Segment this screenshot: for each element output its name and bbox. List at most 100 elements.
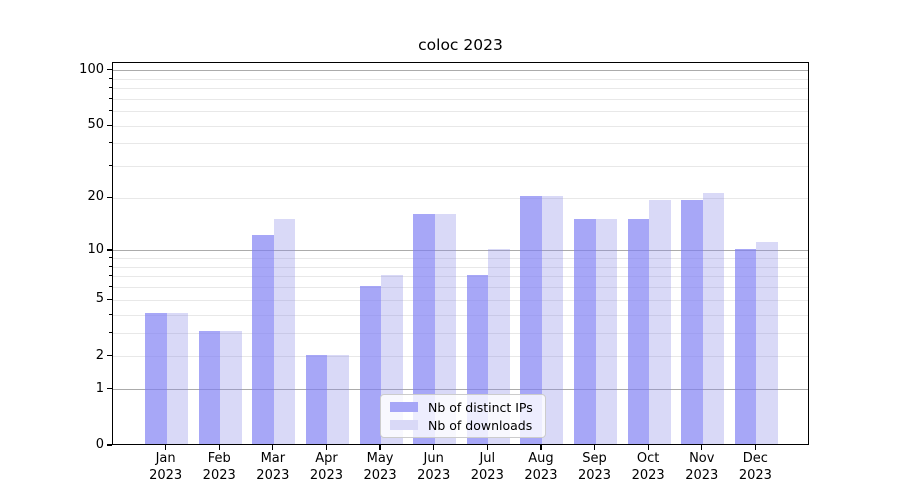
bar-distinct-ips bbox=[198, 331, 221, 444]
y-minor-tick-mark bbox=[109, 331, 112, 333]
gridline-minor bbox=[113, 88, 808, 90]
bar-downloads bbox=[166, 313, 189, 444]
y-tick-label: 10 bbox=[87, 241, 104, 257]
y-tick-mark bbox=[106, 249, 112, 251]
x-tick-label: Apr 2023 bbox=[309, 451, 343, 483]
y-tick-mark bbox=[106, 196, 112, 198]
bar-downloads bbox=[273, 218, 296, 444]
y-tick-label: 50 bbox=[87, 117, 104, 133]
bar-downloads bbox=[220, 331, 242, 444]
x-tick-label: Aug 2023 bbox=[524, 451, 558, 483]
legend-label-downloads: Nb of downloads bbox=[428, 417, 533, 433]
gridline-minor bbox=[113, 287, 808, 289]
gridline-minor bbox=[113, 266, 808, 268]
y-tick-mark bbox=[106, 124, 112, 126]
gridline-minor bbox=[113, 299, 808, 301]
x-tick-label: Oct 2023 bbox=[631, 451, 665, 483]
y-tick-mark bbox=[106, 69, 112, 71]
legend-swatch-downloads bbox=[390, 420, 418, 430]
bar-distinct-ips bbox=[145, 313, 167, 444]
gridline-major bbox=[113, 250, 808, 252]
gridline-minor bbox=[113, 98, 808, 100]
y-minor-tick-mark bbox=[109, 265, 112, 267]
bar-distinct-ips bbox=[574, 218, 596, 444]
y-tick-label: 5 bbox=[95, 291, 104, 307]
gridline-minor bbox=[113, 111, 808, 113]
y-tick-mark bbox=[106, 388, 112, 390]
gridline-minor bbox=[113, 332, 808, 334]
y-tick-label: 20 bbox=[87, 189, 104, 205]
x-tick-label: May 2023 bbox=[363, 451, 397, 483]
y-minor-tick-mark bbox=[109, 110, 112, 112]
x-tick-label: Mar 2023 bbox=[256, 451, 290, 483]
x-tick-mark bbox=[486, 445, 488, 450]
x-tick-mark bbox=[754, 445, 756, 450]
y-minor-tick-mark bbox=[109, 313, 112, 315]
x-tick-mark bbox=[701, 445, 703, 450]
y-tick-mark bbox=[106, 444, 112, 446]
gridline-minor bbox=[113, 125, 808, 127]
gridline-minor bbox=[113, 258, 808, 260]
chart-title: coloc 2023 bbox=[418, 36, 503, 54]
bar-distinct-ips bbox=[413, 213, 435, 444]
gridline-minor bbox=[113, 356, 808, 358]
y-tick-label: 2 bbox=[95, 347, 104, 363]
gridline-minor bbox=[113, 276, 808, 278]
gridline-minor bbox=[113, 166, 808, 168]
x-tick-mark bbox=[540, 445, 542, 450]
bar-downloads bbox=[434, 213, 457, 444]
bar-distinct-ips bbox=[359, 285, 382, 444]
y-tick-label: 100 bbox=[79, 61, 104, 77]
gridline-major bbox=[113, 389, 808, 391]
y-tick-label: 0 bbox=[95, 437, 104, 452]
y-tick-mark bbox=[106, 355, 112, 357]
bar-distinct-ips bbox=[520, 196, 542, 444]
x-tick-mark bbox=[379, 445, 381, 450]
gridline-major bbox=[113, 70, 808, 72]
y-minor-tick-mark bbox=[109, 142, 112, 144]
y-minor-tick-mark bbox=[109, 165, 112, 167]
plot-area: Nb of distinct IPs Nb of downloads bbox=[112, 62, 809, 445]
y-minor-tick-mark bbox=[109, 97, 112, 99]
bar-distinct-ips bbox=[627, 218, 650, 444]
legend-item: Nb of downloads bbox=[390, 416, 537, 434]
gridline-minor bbox=[113, 143, 808, 145]
x-tick-label: Feb 2023 bbox=[202, 451, 236, 483]
legend-swatch-distinct-ips bbox=[390, 402, 418, 412]
legend-item: Nb of distinct IPs bbox=[390, 398, 537, 416]
y-tick-label: 1 bbox=[95, 380, 104, 396]
gridline-minor bbox=[113, 197, 808, 199]
y-minor-tick-mark bbox=[109, 87, 112, 89]
x-tick-label: Jan 2023 bbox=[149, 451, 183, 483]
bar-downloads bbox=[595, 218, 618, 444]
x-tick-mark bbox=[647, 445, 649, 450]
x-tick-label: Sep 2023 bbox=[577, 451, 612, 483]
bar-downloads bbox=[756, 241, 778, 444]
legend: Nb of distinct IPs Nb of downloads bbox=[380, 394, 546, 438]
bar-distinct-ips bbox=[252, 235, 274, 444]
x-tick-label: Jun 2023 bbox=[417, 451, 451, 483]
bar-downloads bbox=[541, 196, 564, 444]
x-tick-label: Nov 2023 bbox=[685, 451, 719, 483]
x-tick-label: Jul 2023 bbox=[470, 451, 504, 483]
x-tick-mark bbox=[218, 445, 220, 450]
y-minor-tick-mark bbox=[109, 77, 112, 79]
x-tick-mark bbox=[593, 445, 596, 450]
y-minor-tick-mark bbox=[109, 275, 112, 277]
x-tick-mark bbox=[325, 445, 328, 450]
y-tick-mark bbox=[106, 298, 112, 300]
x-tick-label: Dec 2023 bbox=[738, 451, 772, 483]
x-tick-mark bbox=[165, 445, 167, 450]
gridline-minor bbox=[113, 314, 808, 316]
bar-downloads bbox=[327, 354, 349, 444]
x-tick-mark bbox=[272, 445, 274, 450]
bar-distinct-ips bbox=[305, 354, 328, 444]
x-tick-mark bbox=[433, 445, 435, 450]
gridline-minor bbox=[113, 78, 808, 80]
legend-label-distinct-ips: Nb of distinct IPs bbox=[428, 399, 533, 415]
bar-distinct-ips bbox=[681, 200, 703, 444]
bar-downloads bbox=[649, 200, 671, 444]
y-minor-tick-mark bbox=[109, 286, 112, 288]
y-minor-tick-mark bbox=[109, 257, 112, 259]
